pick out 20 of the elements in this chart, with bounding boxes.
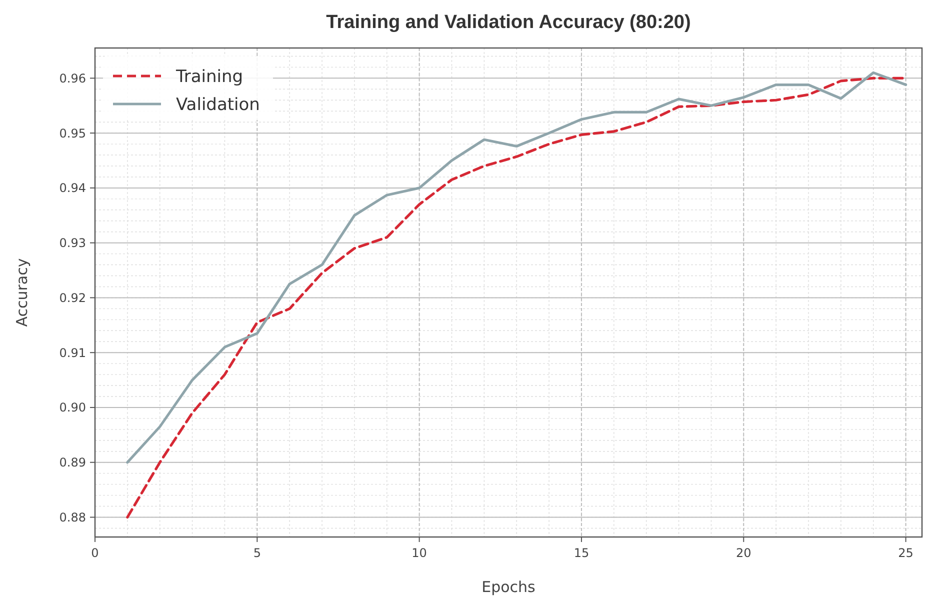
y-tick-label: 0.96: [59, 71, 86, 86]
y-tick-label: 0.89: [59, 456, 86, 470]
y-tick-label: 0.91: [59, 346, 86, 360]
legend-label: Validation: [176, 94, 260, 115]
y-tick-label: 0.95: [59, 126, 86, 140]
y-tick-label: 0.94: [59, 181, 86, 196]
x-tick-label: 15: [574, 546, 590, 560]
y-tick-label: 0.88: [59, 510, 86, 524]
x-tick-label: 25: [898, 546, 914, 560]
x-tick-label: 10: [412, 546, 427, 560]
chart-title: Training and Validation Accuracy (80:20): [326, 12, 691, 33]
y-axis-title: Accuracy: [13, 258, 31, 327]
x-axis-title: Epochs: [482, 578, 536, 596]
x-tick-label: 0: [91, 546, 99, 560]
x-tick-label: 20: [736, 546, 752, 560]
y-tick-label: 0.93: [59, 236, 86, 250]
legend-label: Training: [175, 66, 244, 87]
x-tick-label: 5: [253, 546, 261, 560]
y-tick-label: 0.92: [59, 290, 86, 305]
y-tick-label: 0.90: [59, 400, 86, 415]
